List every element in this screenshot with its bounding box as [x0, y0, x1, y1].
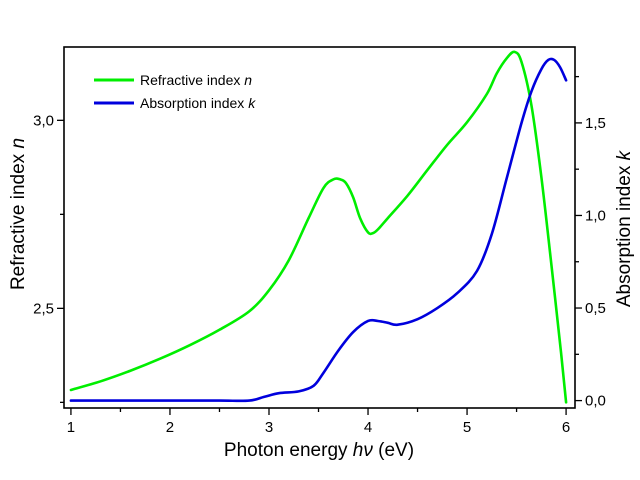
axis-ticks: 1 2 3 4 5 6 2,5 3,0 0,0 0,5 1,0 1,5: [33, 75, 606, 436]
x-axis-title-symbol: hν: [353, 440, 374, 461]
x-tick-label: 4: [364, 419, 372, 436]
plot-frame: [63, 46, 576, 409]
x-tick-label: 6: [562, 419, 570, 436]
x-tick-label: 5: [463, 419, 471, 436]
legend-label-refractive-text: Refractive index: [140, 72, 240, 88]
right-y-axis-title: Absorption index k: [614, 149, 635, 307]
legend-label-refractive-symbol: n: [244, 72, 252, 88]
legend-label-absorption-symbol: k: [248, 95, 256, 111]
right-y-axis-title-symbol: k: [614, 149, 635, 160]
series-absorption-index-line: [69, 57, 568, 403]
legend-label-refractive: Refractive index n: [140, 72, 252, 88]
x-tick-label: 2: [166, 419, 174, 436]
right-y-tick-label: 0,5: [585, 300, 606, 317]
left-y-axis-title-symbol: n: [8, 138, 29, 149]
x-axis-title-unit: (eV): [378, 440, 414, 461]
left-y-tick-label: 2,5: [33, 300, 54, 317]
right-y-axis-title-text: Absorption index: [614, 165, 635, 307]
series-layer: [69, 50, 568, 404]
right-y-tick-label: 1,5: [585, 115, 606, 132]
legend-label-absorption: Absorption index k: [140, 95, 256, 111]
left-y-axis-title-text: Refractive index: [8, 153, 29, 290]
series-refractive-index-line: [69, 50, 568, 404]
right-y-tick-label: 0,0: [585, 393, 606, 410]
right-y-tick-label: 1,0: [585, 207, 606, 224]
x-tick-label: 1: [67, 419, 75, 436]
left-y-tick-label: 3,0: [33, 112, 54, 129]
legend: Refractive index n Absorption index k: [94, 72, 256, 111]
legend-label-absorption-text: Absorption index: [140, 95, 244, 111]
x-axis-title-text: Photon energy: [224, 440, 348, 461]
x-tick-label: 3: [265, 419, 273, 436]
left-y-axis-title: Refractive index n: [8, 138, 29, 290]
x-axis-title: Photon energy hν (eV): [224, 440, 414, 461]
